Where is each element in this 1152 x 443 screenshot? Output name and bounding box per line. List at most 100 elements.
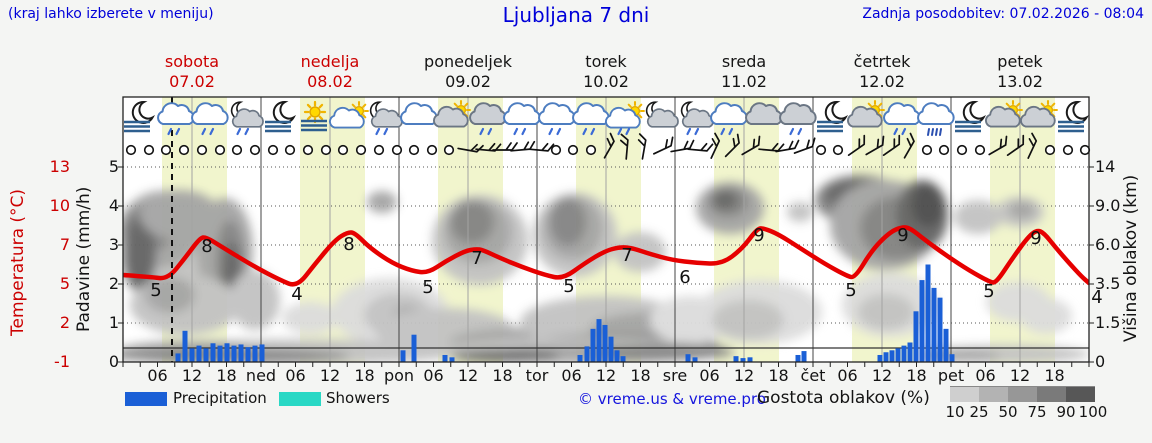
cloud-blob — [954, 200, 1002, 234]
precip-bar — [442, 354, 448, 362]
cloud-blob — [282, 302, 338, 334]
day-date: 07.02 — [169, 72, 215, 91]
weather-icon-cloud-blue-drizzle — [191, 102, 229, 136]
cloud-glyph — [604, 106, 641, 129]
weather-icon-moon-fog — [265, 100, 297, 133]
day-header-ponedeljek: ponedeljek 09.02 — [399, 52, 537, 92]
density-segment — [1008, 386, 1037, 402]
precip-bar — [602, 324, 608, 362]
temp-tick-label: 13 — [49, 157, 70, 176]
precip-bar — [182, 330, 188, 362]
temp-tick-label: 5 — [59, 274, 70, 293]
precip-bar — [883, 352, 889, 362]
calm-wind-icon — [391, 144, 403, 156]
x-day-label: ned — [245, 366, 277, 385]
wind-barb-icon — [882, 134, 901, 157]
precipitation-legend-label: Precipitation — [173, 389, 267, 407]
cloud-blob — [123, 349, 350, 362]
day-header-torek: torek 10.02 — [537, 52, 675, 92]
calm-wind-icon — [284, 144, 296, 156]
wind-barb-icon — [619, 133, 629, 160]
weather-icon-cloud-sun-drizzle — [604, 101, 645, 136]
credit-link[interactable]: © vreme.us & vreme.pro — [578, 390, 766, 408]
day-header-nedelja: nedelja 08.02 — [261, 52, 399, 92]
precip-bar — [614, 350, 620, 362]
day-header-sreda: sreda 11.02 — [675, 52, 813, 92]
temperature-value-label: 5 — [150, 280, 161, 301]
precip-bar — [224, 343, 230, 362]
precip-bar — [259, 344, 265, 362]
precip-bar — [245, 347, 251, 362]
menu-note: (kraj lahko izberete v meniju) — [8, 6, 214, 22]
drizzle-glyph — [167, 127, 181, 136]
calm-wind-icon — [815, 144, 827, 156]
temperature-value-label: 9 — [897, 225, 908, 246]
precip-tick-label: 0 — [108, 352, 119, 371]
precip-bar — [949, 354, 955, 362]
calm-wind-icon — [337, 144, 349, 156]
weather-icon-moon-fog — [817, 100, 849, 133]
drizzle-glyph — [479, 127, 493, 136]
showers-legend-label: Showers — [326, 389, 390, 407]
x-hour-label: 06 — [285, 366, 306, 385]
precip-bar — [931, 287, 937, 362]
precip-bar — [449, 357, 455, 362]
x-hour-label: 06 — [699, 366, 720, 385]
x-hour-label: 18 — [768, 366, 789, 385]
weather-icon-sun-cloud — [846, 100, 885, 128]
temperature-value-label: 5 — [845, 280, 856, 301]
cloud-tick-label: 1.5 — [1095, 313, 1121, 332]
cloud-blob — [550, 198, 586, 246]
calm-wind-icon — [567, 144, 579, 156]
precip-bar — [747, 357, 753, 362]
day-name: torek — [585, 52, 627, 71]
precip-bar — [210, 343, 216, 362]
temperature-value-label: 9 — [753, 225, 764, 246]
precip-bar — [590, 328, 596, 362]
cloud-blob — [230, 270, 280, 330]
day-date: 13.02 — [997, 72, 1043, 91]
cloud-tick-label: 0 — [1095, 352, 1106, 371]
precip-bar — [901, 345, 907, 362]
calm-wind-icon — [196, 144, 208, 156]
wind-barb-icon — [775, 139, 800, 153]
cloud-glyph — [984, 105, 1021, 128]
wind-barb-icon — [741, 135, 761, 156]
cloud-glyph — [779, 102, 817, 125]
calm-wind-icon — [302, 144, 314, 156]
cloud-glyph — [328, 106, 365, 129]
x-hour-label: 18 — [1044, 366, 1065, 385]
page-title: Ljubljana 7 dni — [502, 3, 650, 27]
precip-bar — [596, 319, 602, 362]
precip-bar — [877, 354, 883, 362]
wind-barb-icon — [510, 140, 536, 152]
calm-wind-icon — [355, 144, 367, 156]
precip-bar — [411, 334, 417, 362]
calm-wind-icon — [1062, 144, 1074, 156]
drizzle-glyph — [513, 127, 527, 136]
cloud-glyph — [191, 102, 229, 125]
drizzle-glyph — [617, 127, 631, 136]
last-update: Zadnja posodobitev: 07.02.2026 - 08:04 — [862, 6, 1144, 22]
weather-icon-sun-cloud — [1019, 100, 1058, 128]
x-hour-label: 12 — [457, 366, 479, 385]
precip-bar — [238, 344, 244, 362]
temperature-value-label: 5 — [422, 277, 433, 298]
day-name: petek — [997, 52, 1043, 71]
density-tick-label: 90 — [1056, 403, 1076, 421]
day-name: ponedeljek — [424, 52, 512, 71]
density-tick-label: 10 — [945, 403, 965, 421]
precipitation-bars — [175, 264, 955, 362]
wind-barb-icon — [724, 133, 740, 158]
cloud-glyph — [846, 105, 883, 128]
cloud-blob — [787, 202, 813, 222]
cloud-blob — [912, 183, 944, 227]
cloud-tick-label: 6.0 — [1095, 235, 1121, 254]
cloud-tick-label: 14 — [1095, 157, 1116, 176]
x-day-label: tor — [525, 366, 549, 385]
precip-bar — [913, 311, 919, 362]
day-name: sreda — [721, 52, 767, 71]
drizzle-glyph — [893, 127, 907, 136]
wind-barb-icon — [1006, 134, 1025, 157]
